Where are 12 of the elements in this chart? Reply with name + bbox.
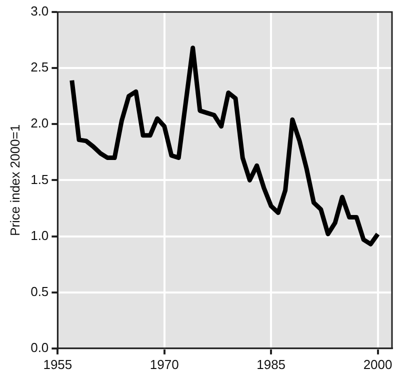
- y-tick-label: 2.0: [30, 116, 49, 131]
- y-tick-label: 2.5: [30, 60, 49, 75]
- x-tick-label: 1985: [256, 356, 286, 372]
- y-tick-label: 1.5: [30, 172, 49, 187]
- x-tick-label: 2000: [363, 356, 392, 372]
- y-tick-label: 3.0: [30, 4, 49, 19]
- y-tick-label: 0.0: [30, 340, 49, 355]
- y-axis-title: Price index 2000=1: [7, 124, 22, 236]
- x-tick-label: 1955: [43, 356, 72, 372]
- y-tick-label: 1.0: [30, 228, 49, 243]
- x-tick-label: 1970: [150, 356, 179, 372]
- y-tick-label: 0.5: [30, 284, 49, 299]
